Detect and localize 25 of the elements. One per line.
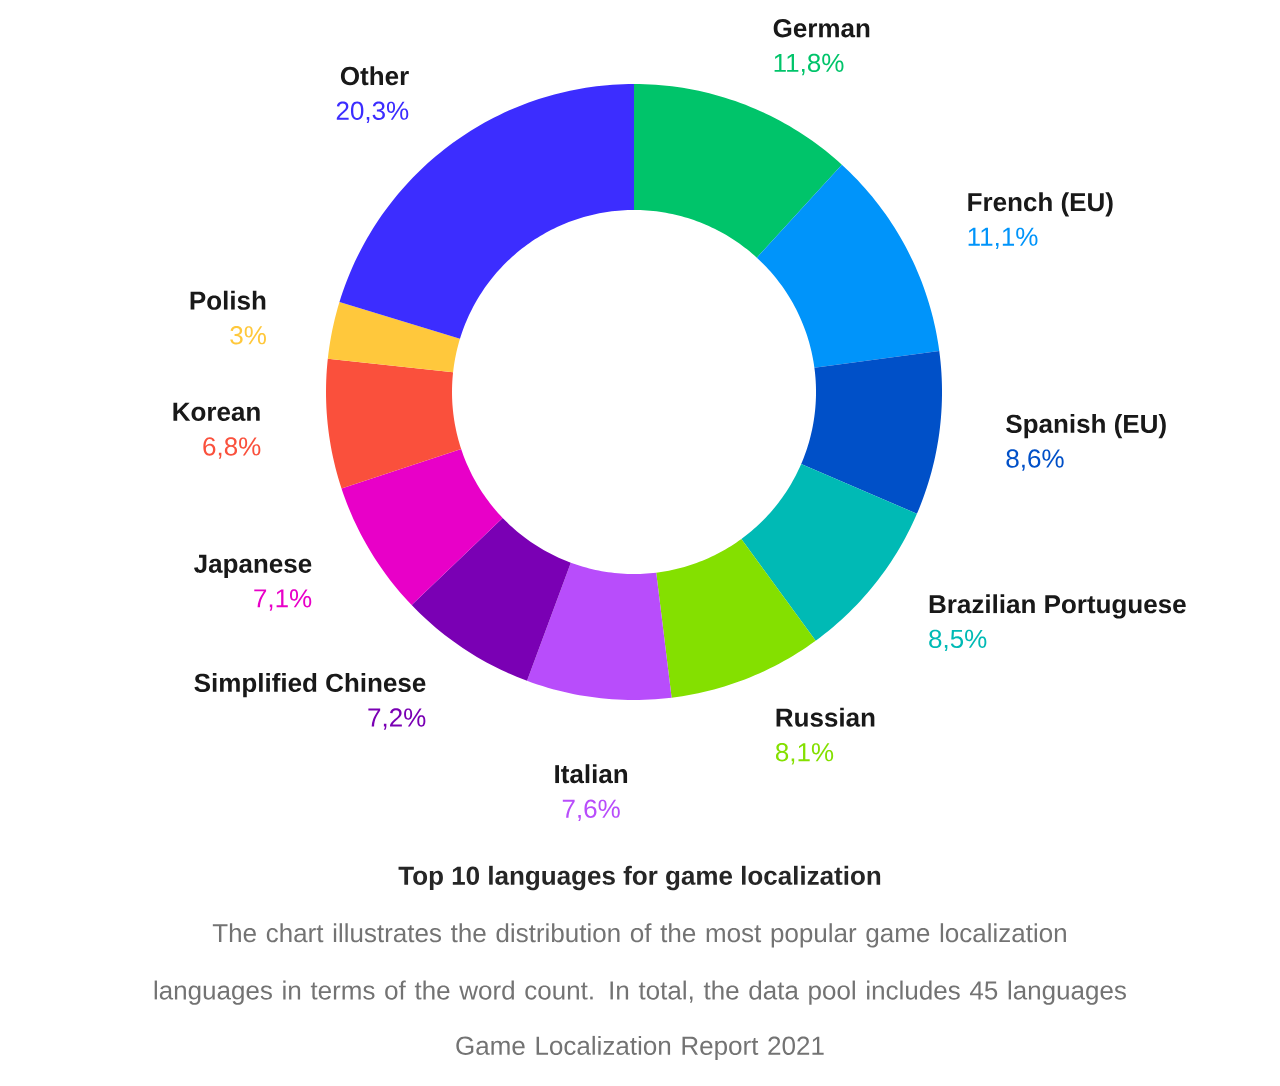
data-label: 8,5% (929, 629, 987, 652)
data-label: 11,8% (774, 53, 844, 76)
data-label: 8,6% (1006, 449, 1064, 471)
slice-label: Polish (190, 290, 266, 310)
slice-label: Brazilian Portuguese (929, 594, 1186, 619)
slice-label: Spanish (EU) (1006, 413, 1166, 439)
text: Game Localization Report 2021 (456, 1035, 824, 1061)
slice-label: German (773, 19, 870, 38)
text: The chart illustrates the distribution of the most popular game localization languages in terms of the word count. In total, the data pool includes 45 languages (154, 923, 1126, 1005)
slice-label: Korean (173, 402, 260, 421)
data-label: 8,1% (775, 743, 834, 765)
slice-label: Other (340, 66, 409, 86)
data-label: 7,6% (562, 799, 620, 822)
slice-label: Russian (776, 707, 875, 727)
data-label: 7,1% (254, 589, 312, 611)
text: Top 10 languages for game localization (398, 865, 881, 891)
data-label: 11,1% (968, 227, 1038, 250)
slice-label: Simplified Chinese (194, 672, 426, 698)
slice-label: Italian (555, 764, 628, 784)
slice-label: French (EU) (968, 192, 1113, 217)
data-label: 6,8% (203, 437, 261, 459)
data-label: 7,2% (368, 708, 426, 730)
data-label: 3% (230, 326, 266, 345)
slice-label: Japanese (194, 554, 312, 579)
data-label: 20,3% (336, 101, 409, 124)
